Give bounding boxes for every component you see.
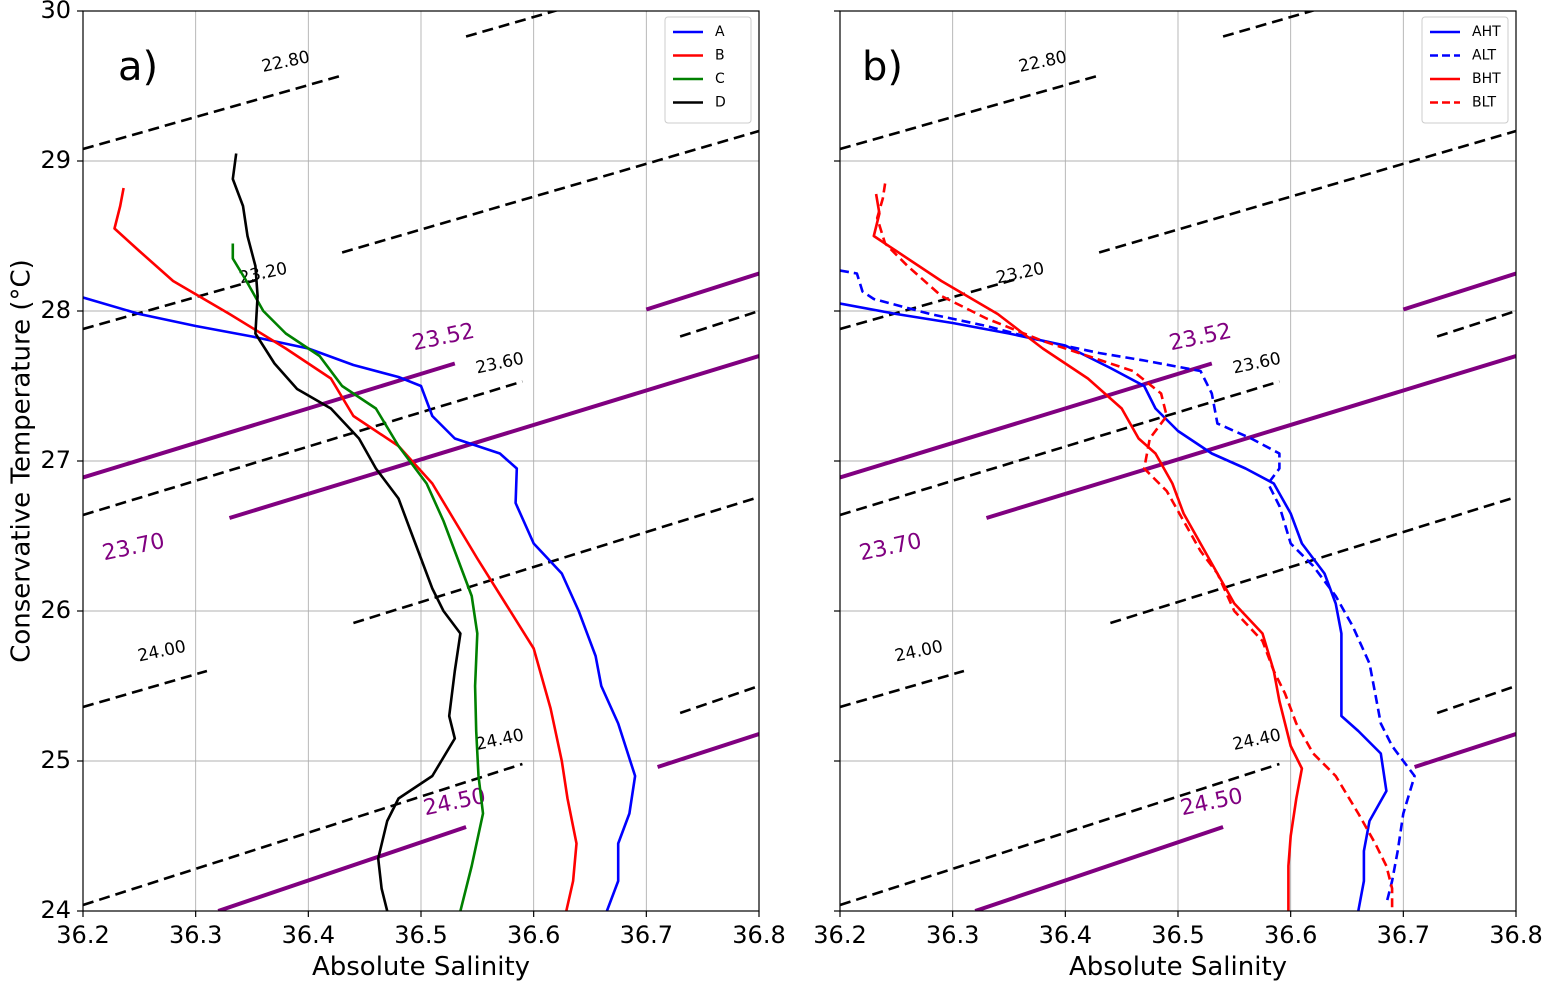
isopycnal-contours <box>840 11 1516 911</box>
legend: AHT ALT BHT BLT <box>1421 16 1509 124</box>
y-tick-label: 27 <box>40 446 71 474</box>
x-tick-label: 36.3 <box>169 921 222 949</box>
series-line-a <box>83 296 637 911</box>
series-line-blt <box>875 183 1394 911</box>
contour-line-23-20 <box>840 276 1021 331</box>
legend-label-a: A <box>715 24 725 40</box>
x-axis-label: Absolute Salinity <box>1069 952 1287 982</box>
panel-label: b) <box>862 44 903 90</box>
legend-label-alt: ALT <box>1472 48 1496 64</box>
contour-line-22-80 <box>840 74 1100 151</box>
contour-line-24-50 <box>1413 732 1516 769</box>
isopycnal-contours <box>83 11 759 911</box>
contour-line-23-60 <box>83 380 523 517</box>
contour-line-22-80 <box>83 74 343 151</box>
contour-label-22-80: 22.80 <box>1017 47 1069 77</box>
x-tick-label: 36.8 <box>732 921 785 949</box>
legend-label-d: D <box>715 95 726 111</box>
series-line-d <box>231 153 462 911</box>
contour-line-24-50 <box>217 825 467 911</box>
contour-line-24-50 <box>656 732 759 769</box>
contour-label-22-80: 22.80 <box>260 47 312 77</box>
contour-label-23-60: 23.60 <box>1231 349 1283 379</box>
legend-box <box>664 16 752 124</box>
contour-line-23-20 <box>341 129 759 254</box>
x-tick-label: 36.4 <box>282 921 335 949</box>
contour-line-23-70 <box>228 354 759 520</box>
legend-label-blt: BLT <box>1472 95 1496 111</box>
x-tick-label: 36.7 <box>620 921 673 949</box>
legend-label-c: C <box>715 71 725 87</box>
contour-label-23-70: 23.70 <box>857 529 924 567</box>
y-tick-label: 28 <box>40 296 71 324</box>
contour-label-24-40: 24.40 <box>1231 725 1283 755</box>
contour-line-23-52 <box>645 271 759 312</box>
contour-line-24-50 <box>974 825 1224 911</box>
y-axis-label: Conservative Temperature (°C) <box>7 259 37 663</box>
contour-line-24-00 <box>353 495 759 625</box>
contour-line-23-52 <box>840 361 1213 480</box>
contour-label-24-00: 24.00 <box>893 637 945 667</box>
contour-label-24-40: 24.40 <box>474 725 526 755</box>
x-tick-label: 36.2 <box>813 921 866 949</box>
contour-line-23-60 <box>679 309 759 338</box>
panel-label: a) <box>118 44 158 90</box>
legend-label-aht: AHT <box>1472 24 1501 40</box>
series-group <box>840 183 1416 911</box>
y-tick-label: 30 <box>40 0 71 24</box>
series-line-c <box>231 243 485 911</box>
y-tick-label: 29 <box>40 146 71 174</box>
contour-line-24-40 <box>840 762 1280 907</box>
series-group <box>83 153 637 911</box>
legend-label-b: B <box>715 48 725 64</box>
x-tick-label: 36.5 <box>394 921 447 949</box>
series-line-b <box>113 187 578 911</box>
contour-label-23-20: 23.20 <box>237 259 289 289</box>
x-tick-label: 36.6 <box>507 921 560 949</box>
contour-label-23-60: 23.60 <box>474 349 526 379</box>
x-tick-label: 36.2 <box>56 921 109 949</box>
x-tick-label: 36.7 <box>1377 921 1430 949</box>
contour-label-23-52: 23.52 <box>1167 319 1234 357</box>
series-line-alt <box>840 269 1416 904</box>
contour-label-24-50: 24.50 <box>1178 784 1245 822</box>
legend-label-bht: BHT <box>1472 71 1501 87</box>
contour-label-24-00: 24.00 <box>136 637 188 667</box>
contour-line-23-52 <box>1402 271 1516 312</box>
y-tick-label: 24 <box>40 896 71 924</box>
contour-label-23-70: 23.70 <box>100 529 167 567</box>
x-tick-label: 36.4 <box>1039 921 1092 949</box>
x-tick-label: 36.5 <box>1151 921 1204 949</box>
contour-line-24-00 <box>83 669 208 709</box>
contour-line-24-40 <box>679 684 759 715</box>
contour-label-23-20: 23.20 <box>994 259 1046 289</box>
contour-line-24-40 <box>83 762 523 907</box>
contour-line-23-70 <box>985 354 1516 520</box>
contour-label-24-50: 24.50 <box>421 784 488 822</box>
y-tick-label: 26 <box>40 596 71 624</box>
contour-line-23-52 <box>83 361 456 480</box>
contour-line-23-60 <box>840 380 1280 517</box>
contour-label-23-52: 23.52 <box>410 319 477 357</box>
x-tick-label: 36.6 <box>1264 921 1317 949</box>
contour-line-23-20 <box>83 276 264 331</box>
x-axis-label: Absolute Salinity <box>312 952 530 982</box>
x-tick-label: 36.8 <box>1489 921 1542 949</box>
contour-line-24-40 <box>1436 684 1516 715</box>
y-tick-label: 25 <box>40 746 71 774</box>
series-line-aht <box>840 302 1388 911</box>
legend-box <box>1421 16 1509 124</box>
contour-line-24-00 <box>840 669 965 709</box>
x-tick-label: 36.3 <box>926 921 979 949</box>
contour-line-23-20 <box>1098 129 1516 254</box>
contour-line-23-60 <box>1436 309 1516 338</box>
series-line-bht <box>872 193 1304 911</box>
